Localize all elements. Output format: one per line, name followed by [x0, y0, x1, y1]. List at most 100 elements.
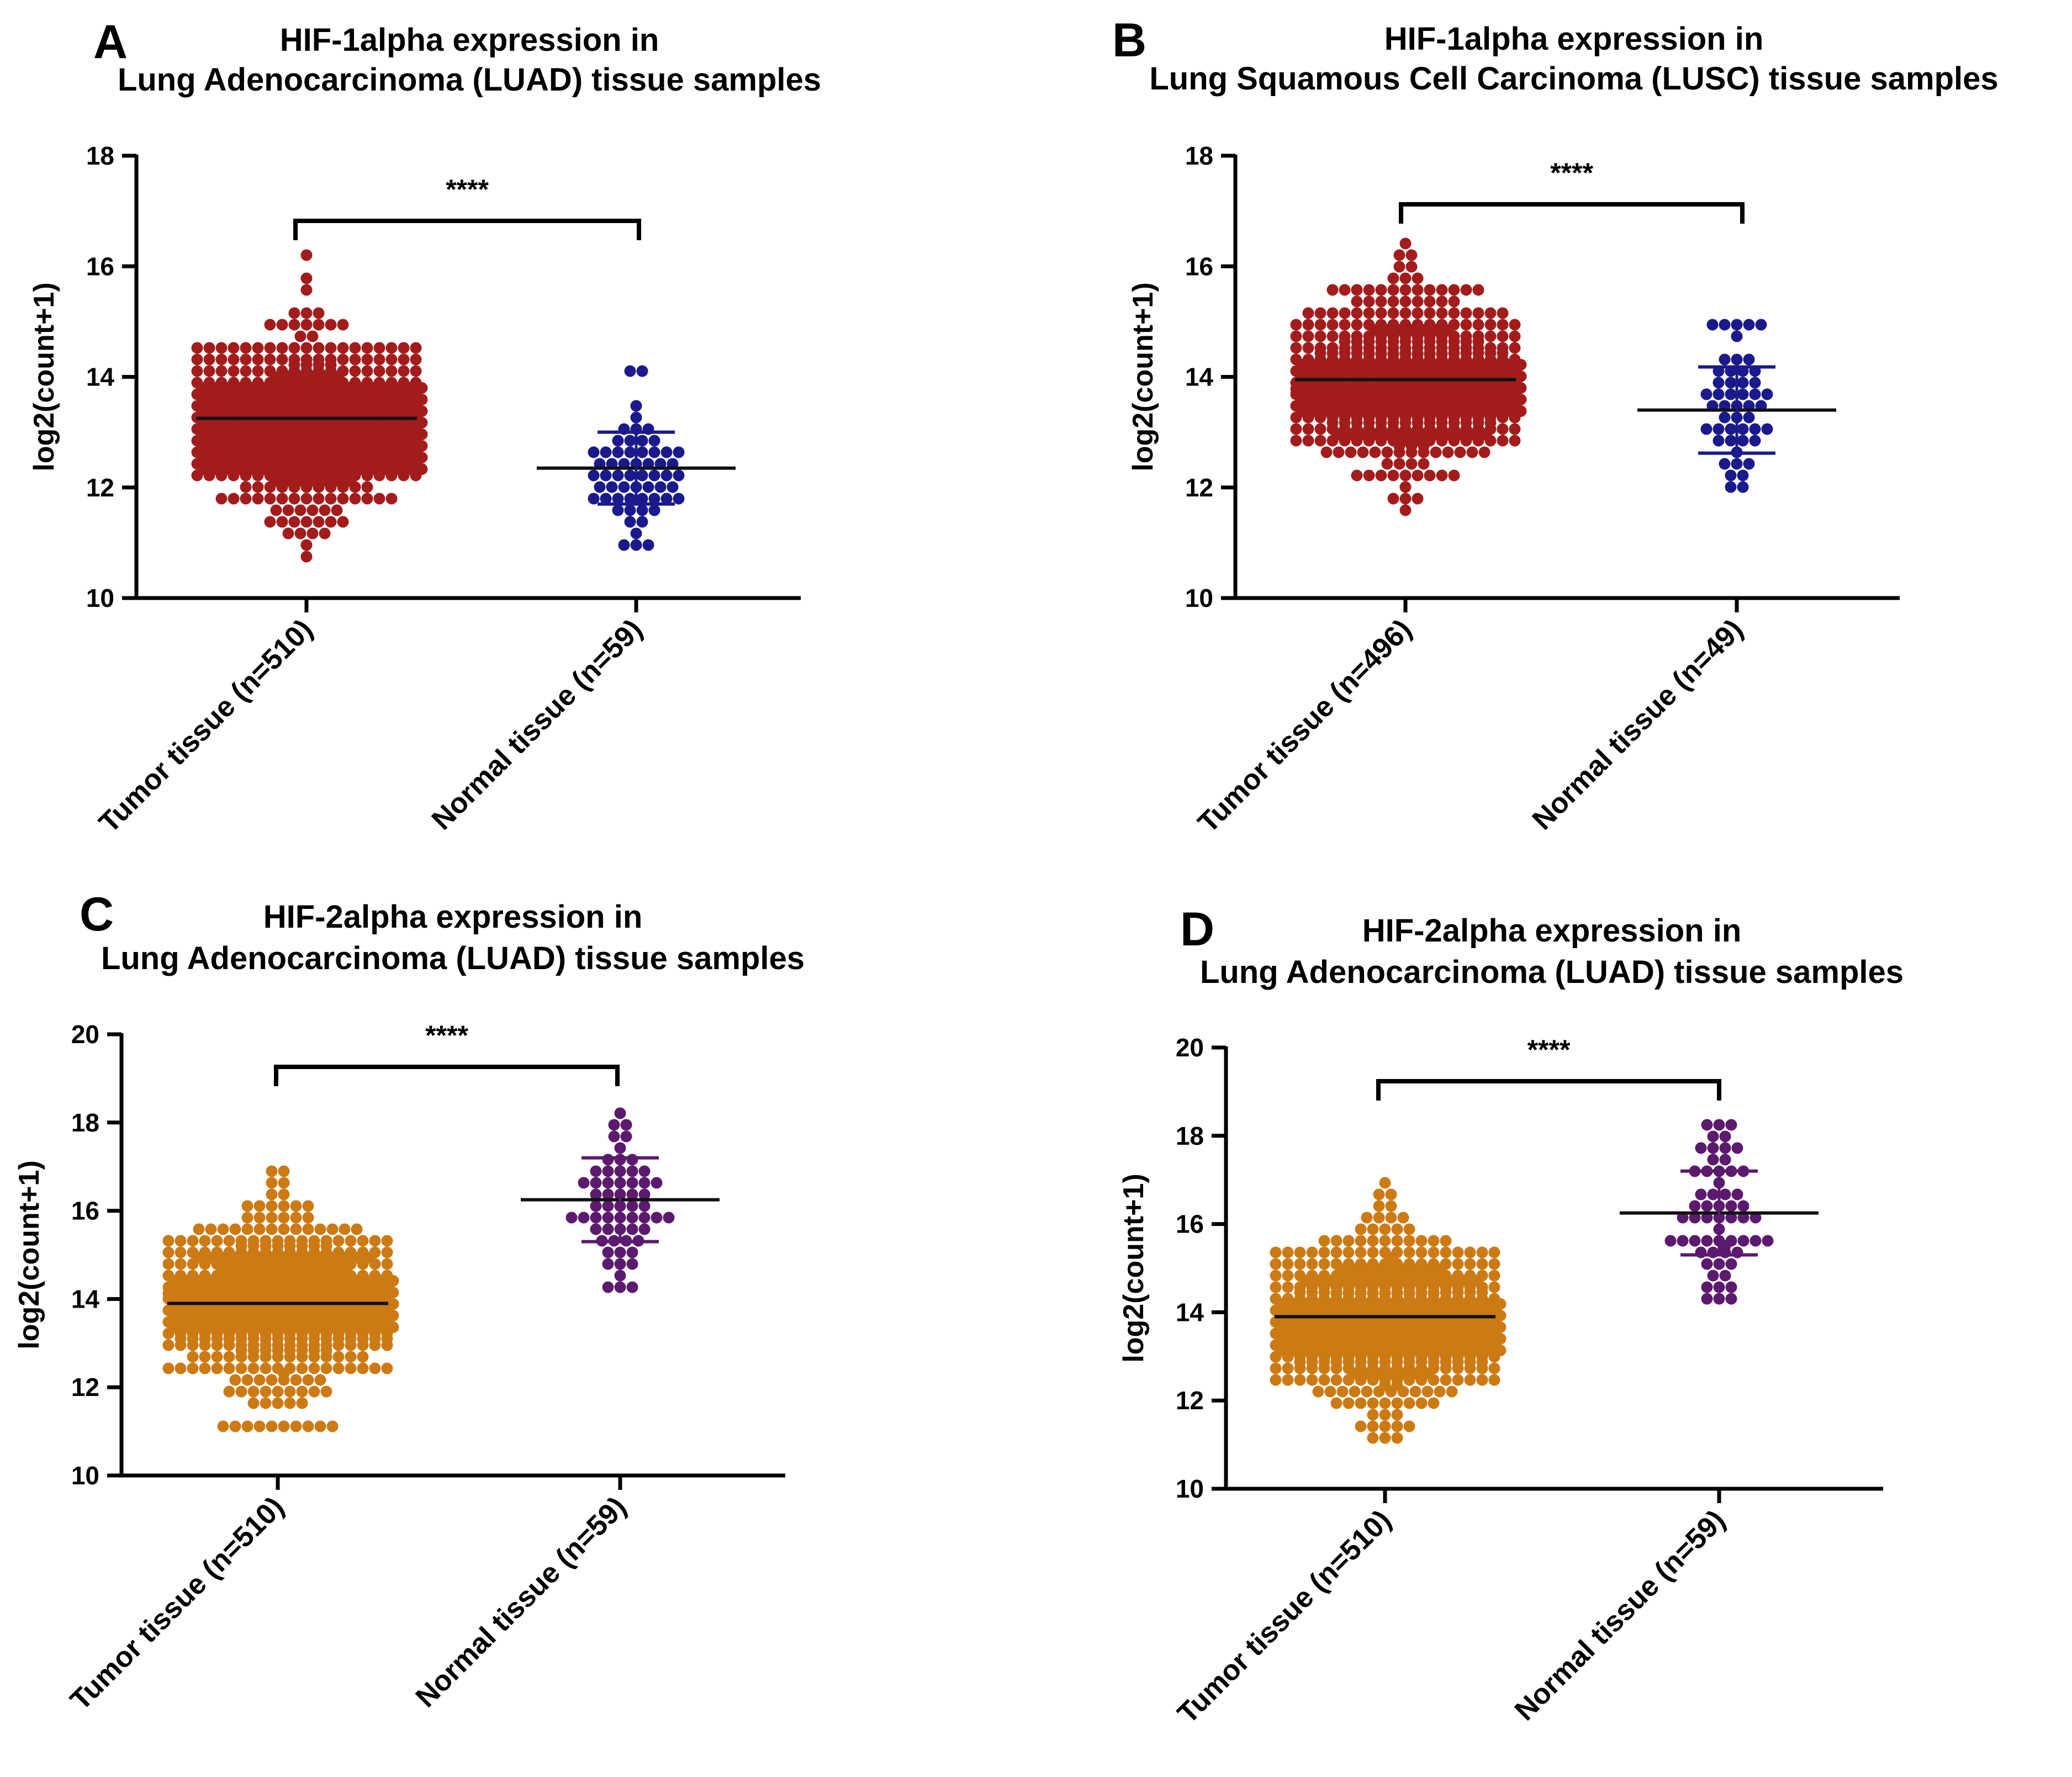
data-point: [612, 504, 624, 516]
data-point: [1719, 1130, 1731, 1143]
data-point: [638, 1188, 651, 1200]
data-point: [1731, 458, 1743, 470]
data-point: [1290, 342, 1302, 354]
data-point: [296, 1299, 308, 1311]
data-point: [1476, 1362, 1488, 1374]
data-point: [1387, 372, 1399, 383]
data-point: [296, 1385, 308, 1398]
data-point: [278, 1420, 290, 1432]
data-point: [187, 1339, 199, 1351]
data-point: [325, 319, 337, 331]
data-point: [1385, 1200, 1397, 1212]
data-point: [1719, 1142, 1731, 1154]
data-point: [228, 353, 240, 366]
panel-letter: C: [80, 888, 114, 941]
data-point: [300, 551, 313, 563]
data-point: [626, 1165, 638, 1177]
data-point: [203, 353, 215, 366]
data-point: [588, 446, 600, 458]
data-point: [331, 430, 343, 441]
data-point: [320, 1299, 332, 1311]
data-point: [1476, 1246, 1488, 1258]
data-point: [1381, 446, 1393, 458]
x-category-label: Normal tissue (n=59): [410, 1490, 633, 1713]
data-point: [602, 1281, 614, 1293]
data-point: [1373, 1299, 1385, 1311]
data-point: [642, 481, 654, 493]
data-point: [331, 504, 343, 516]
data-point: [361, 365, 373, 377]
data-point: [1701, 1293, 1713, 1305]
data-point: [1282, 1270, 1294, 1282]
data-point: [191, 342, 203, 354]
data-point: [1713, 1119, 1725, 1131]
data-point: [361, 493, 373, 505]
y-axis-label: log2(count+1): [1127, 282, 1159, 471]
data-point: [320, 1288, 332, 1300]
data-point: [1484, 383, 1497, 395]
data-point: [602, 1246, 614, 1258]
data-point: [373, 493, 385, 505]
data-point: [1762, 1235, 1774, 1247]
data-point: [1290, 330, 1302, 342]
data-point: [288, 493, 300, 505]
data-point: [1749, 435, 1761, 447]
data-point: [1302, 342, 1314, 354]
data-point: [590, 1223, 602, 1235]
data-point: [1393, 446, 1405, 458]
y-tick-label: 20: [71, 1020, 99, 1049]
data-point: [1375, 295, 1387, 308]
data-point: [308, 1362, 320, 1374]
data-point: [614, 1281, 626, 1293]
data-point: [1488, 1281, 1500, 1293]
data-point: [1339, 435, 1351, 447]
data-point: [294, 406, 306, 418]
data-point: [590, 1177, 602, 1189]
data-point: [332, 1339, 345, 1351]
data-point: [663, 1212, 675, 1224]
data-point: [294, 395, 306, 406]
data-point: [1302, 383, 1314, 395]
data-point: [1355, 1223, 1367, 1235]
data-point: [1460, 284, 1472, 296]
chart-title-line: HIF-1alpha expression in: [280, 22, 659, 58]
data-point: [1357, 446, 1369, 458]
data-point: [240, 353, 252, 366]
data-point: [1342, 1235, 1355, 1247]
data-point: [1351, 435, 1363, 447]
data-point: [260, 1299, 272, 1311]
significance-label: ****: [425, 1020, 468, 1051]
data-point: [1712, 377, 1725, 389]
data-point: [1731, 330, 1743, 342]
significance-bracket: [1399, 202, 1745, 224]
data-point: [349, 342, 361, 354]
data-point: [187, 1258, 199, 1270]
data-point: [1701, 1212, 1713, 1224]
data-point: [1318, 1362, 1330, 1374]
data-point: [1428, 1334, 1440, 1346]
data-point: [235, 1299, 247, 1311]
data-point: [660, 493, 673, 505]
data-point: [1452, 1374, 1464, 1386]
data-point: [278, 1200, 290, 1212]
data-point: [1294, 1362, 1306, 1374]
data-point: [624, 493, 636, 505]
data-point: [205, 1223, 217, 1235]
data-point: [361, 469, 373, 482]
data-point: [1448, 307, 1460, 319]
data-point: [1719, 1270, 1731, 1282]
data-point: [398, 365, 410, 377]
data-point: [1497, 435, 1509, 447]
data-point: [1428, 1374, 1440, 1386]
data-point: [326, 1276, 339, 1288]
data-point: [211, 1339, 223, 1351]
data-point: [600, 446, 612, 458]
data-point: [1737, 1212, 1749, 1224]
data-point: [282, 372, 294, 383]
data-point: [1385, 1299, 1397, 1311]
data-point: [1349, 1323, 1361, 1335]
x-category-label: Normal tissue (n=59): [1509, 1504, 1732, 1727]
data-point: [313, 493, 325, 505]
y-tick-label: 12: [71, 1373, 99, 1401]
data-point: [313, 516, 325, 528]
